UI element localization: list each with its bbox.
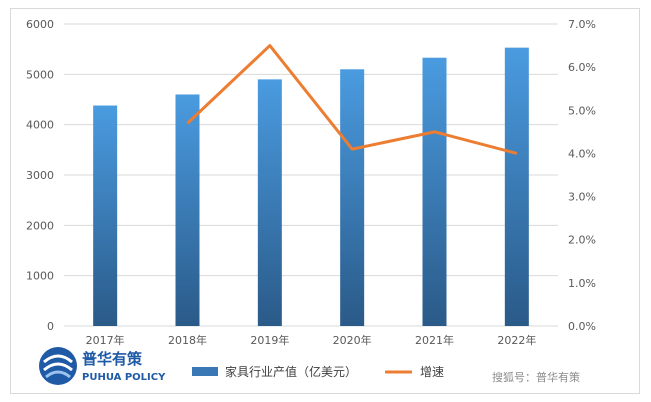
legend-label-line: 增速	[420, 365, 444, 379]
watermark: 搜狐号：普华有策	[492, 370, 580, 384]
x-axis-tick-label: 2021年	[415, 333, 454, 347]
bar	[422, 57, 447, 327]
growth-line	[186, 44, 518, 155]
logo-cn-text: 普华有策	[82, 350, 143, 368]
bar	[257, 79, 282, 326]
x-axis-tick-label: 2020年	[333, 333, 372, 347]
line-series	[186, 44, 518, 155]
left-axis-tick-label: 4000	[26, 119, 54, 132]
left-axis-tick-label: 6000	[26, 18, 54, 31]
logo-en-text: PUHUA POLICY	[82, 372, 166, 383]
right-axis-tick-label: 2.0%	[568, 234, 596, 247]
x-axis-tick-label: 2017年	[86, 333, 125, 347]
left-axis-tick-label: 3000	[26, 169, 54, 182]
left-axis-tick-label: 1000	[26, 270, 54, 283]
puhua-logo: 普华有策 PUHUA POLICY	[39, 347, 166, 385]
bar-series	[93, 47, 529, 327]
legend: 家具行业产值（亿美元） 增速	[192, 364, 444, 379]
x-axis-tick-label: 2018年	[168, 333, 207, 347]
gridlines	[64, 23, 558, 327]
bar	[93, 105, 118, 326]
legend-label-bar: 家具行业产值（亿美元）	[225, 364, 357, 379]
right-axis-tick-label: 3.0%	[568, 191, 596, 204]
legend-swatch-bar	[192, 367, 218, 376]
left-axis-tick-label: 5000	[26, 68, 54, 81]
left-axis-tick-label: 2000	[26, 219, 54, 232]
right-axis-tick-label: 1.0%	[568, 277, 596, 290]
x-axis-tick-label: 2022年	[497, 333, 536, 347]
left-axis-ticks: 0 1000 2000 3000 4000 5000 6000	[26, 18, 54, 333]
right-axis-tick-label: 7.0%	[568, 18, 596, 31]
x-axis-tick-label: 2019年	[250, 333, 289, 347]
right-axis-ticks: 0.0% 1.0% 2.0% 3.0% 4.0% 5.0% 6.0% 7.0%	[568, 18, 596, 333]
x-axis-ticks: 2017年 2018年 2019年 2020年 2021年 2022年	[86, 333, 537, 347]
left-axis-tick-label: 0	[47, 320, 54, 333]
right-axis-tick-label: 4.0%	[568, 147, 596, 160]
bar	[340, 69, 365, 327]
right-axis-tick-label: 5.0%	[568, 104, 596, 117]
bar	[504, 47, 529, 326]
right-axis-tick-label: 6.0%	[568, 61, 596, 74]
right-axis-tick-label: 0.0%	[568, 320, 596, 333]
bar	[175, 94, 200, 326]
